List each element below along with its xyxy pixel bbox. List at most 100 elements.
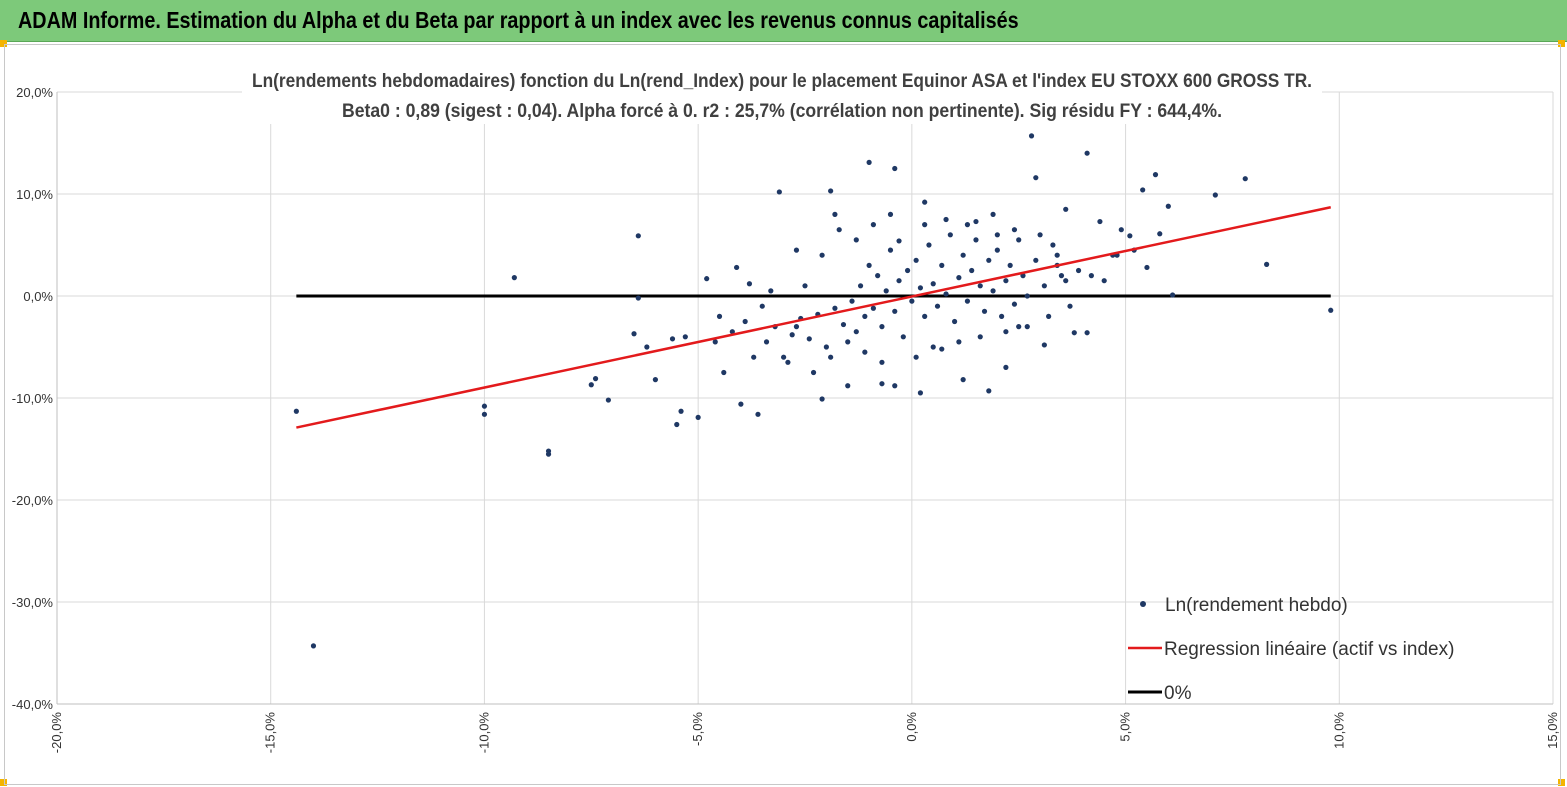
data-point [986,257,992,263]
data-point [1084,330,1090,336]
data-point [1242,176,1248,182]
data-point [1144,264,1150,271]
data-point [1024,293,1030,299]
data-point [917,285,924,291]
data-point [969,267,975,274]
data-point [310,643,317,649]
data-point [1101,278,1107,284]
title-background [242,66,1322,124]
data-point [1046,313,1052,319]
data-point [729,329,735,335]
data-point [892,165,898,172]
chart-subtitle: Beta0 : 0,89 (sigest : 0,04). Alpha forc… [342,101,1222,122]
data-point [849,298,855,304]
data-point [828,354,834,360]
header-bar: ADAM Informe. Estimation du Alpha et du … [0,0,1567,42]
data-point [1024,324,1030,330]
y-tick-label: -10,0% [12,391,54,406]
data-point [990,288,996,294]
data-point [836,227,842,233]
data-point [1169,292,1176,298]
data-point [939,262,945,268]
data-point [1050,242,1056,248]
data-point [1097,218,1103,225]
data-point [892,308,898,314]
data-point [588,382,594,388]
data-point [943,216,949,223]
y-tick-label: 10,0% [16,187,53,202]
data-point [781,354,787,360]
data-point [896,278,902,284]
data-point [973,237,979,243]
data-point [857,283,864,289]
legend-label-scatter: Ln(rendement hebdo) [1165,595,1348,616]
data-point [1016,237,1022,243]
data-point [904,267,911,274]
data-point [853,329,859,335]
data-point [1165,203,1171,209]
data-point [956,339,962,345]
data-point [939,346,945,352]
data-point [1152,172,1159,178]
x-tick-label: 15,0% [1545,712,1560,749]
data-point [635,295,641,301]
chart-frame[interactable] [4,44,1561,785]
y-axis-ticks: 20,0% 10,0% 0,0% -10,0% -20,0% -30,0% -40,0% [12,85,54,712]
x-tick-label: 10,0% [1331,712,1346,749]
data-point [1063,278,1069,284]
x-tick-label: 0,0% [904,712,919,742]
data-point [960,252,966,258]
data-point [819,396,825,402]
data-point [785,359,791,365]
data-point [913,257,919,263]
data-point [960,377,966,383]
data-point [1016,324,1022,330]
data-point [1011,301,1018,307]
data-point [1007,262,1013,268]
data-point [887,211,894,217]
data-point [994,247,1000,253]
data-point [1033,175,1039,181]
data-point [947,232,953,238]
data-point [845,339,851,345]
data-point [862,313,868,319]
data-point [862,349,868,355]
x-tick-label: -20,0% [49,712,64,754]
data-point [926,242,932,248]
data-point [917,390,924,396]
resize-handle-bottom-left[interactable] [0,779,7,786]
data-point [1003,329,1009,335]
data-point [755,411,761,417]
data-point [964,298,971,304]
data-point [734,264,740,271]
data-point [977,334,983,340]
data-point [776,189,782,195]
chart-title: Ln(rendements hebdomadaires) fonction du… [252,71,1312,92]
data-point [763,339,770,345]
y-tick-label: 0,0% [23,289,53,304]
data-point [934,303,941,309]
data-point [806,336,812,342]
resize-handle-top-left[interactable] [0,40,7,47]
y-tick-label: -20,0% [12,493,54,508]
data-point [896,238,902,244]
data-point [1127,233,1133,239]
resize-handle-top-right[interactable] [1558,40,1565,47]
y-tick-label: 20,0% [16,85,53,100]
regression-line-series [296,206,1331,429]
resize-handle-bottom-right[interactable] [1558,779,1565,786]
data-point [511,275,517,281]
data-point [1140,187,1146,193]
data-point [875,273,881,279]
data-point [943,291,949,297]
data-point [900,334,906,340]
data-point [1328,307,1334,313]
data-point [870,305,876,311]
regression-line [296,206,1331,429]
data-point [1075,267,1082,274]
y-tick-label: -30,0% [12,595,54,610]
data-point [922,199,928,205]
data-point [1084,150,1090,156]
x-tick-label: -5,0% [690,712,705,746]
data-point [866,262,872,268]
